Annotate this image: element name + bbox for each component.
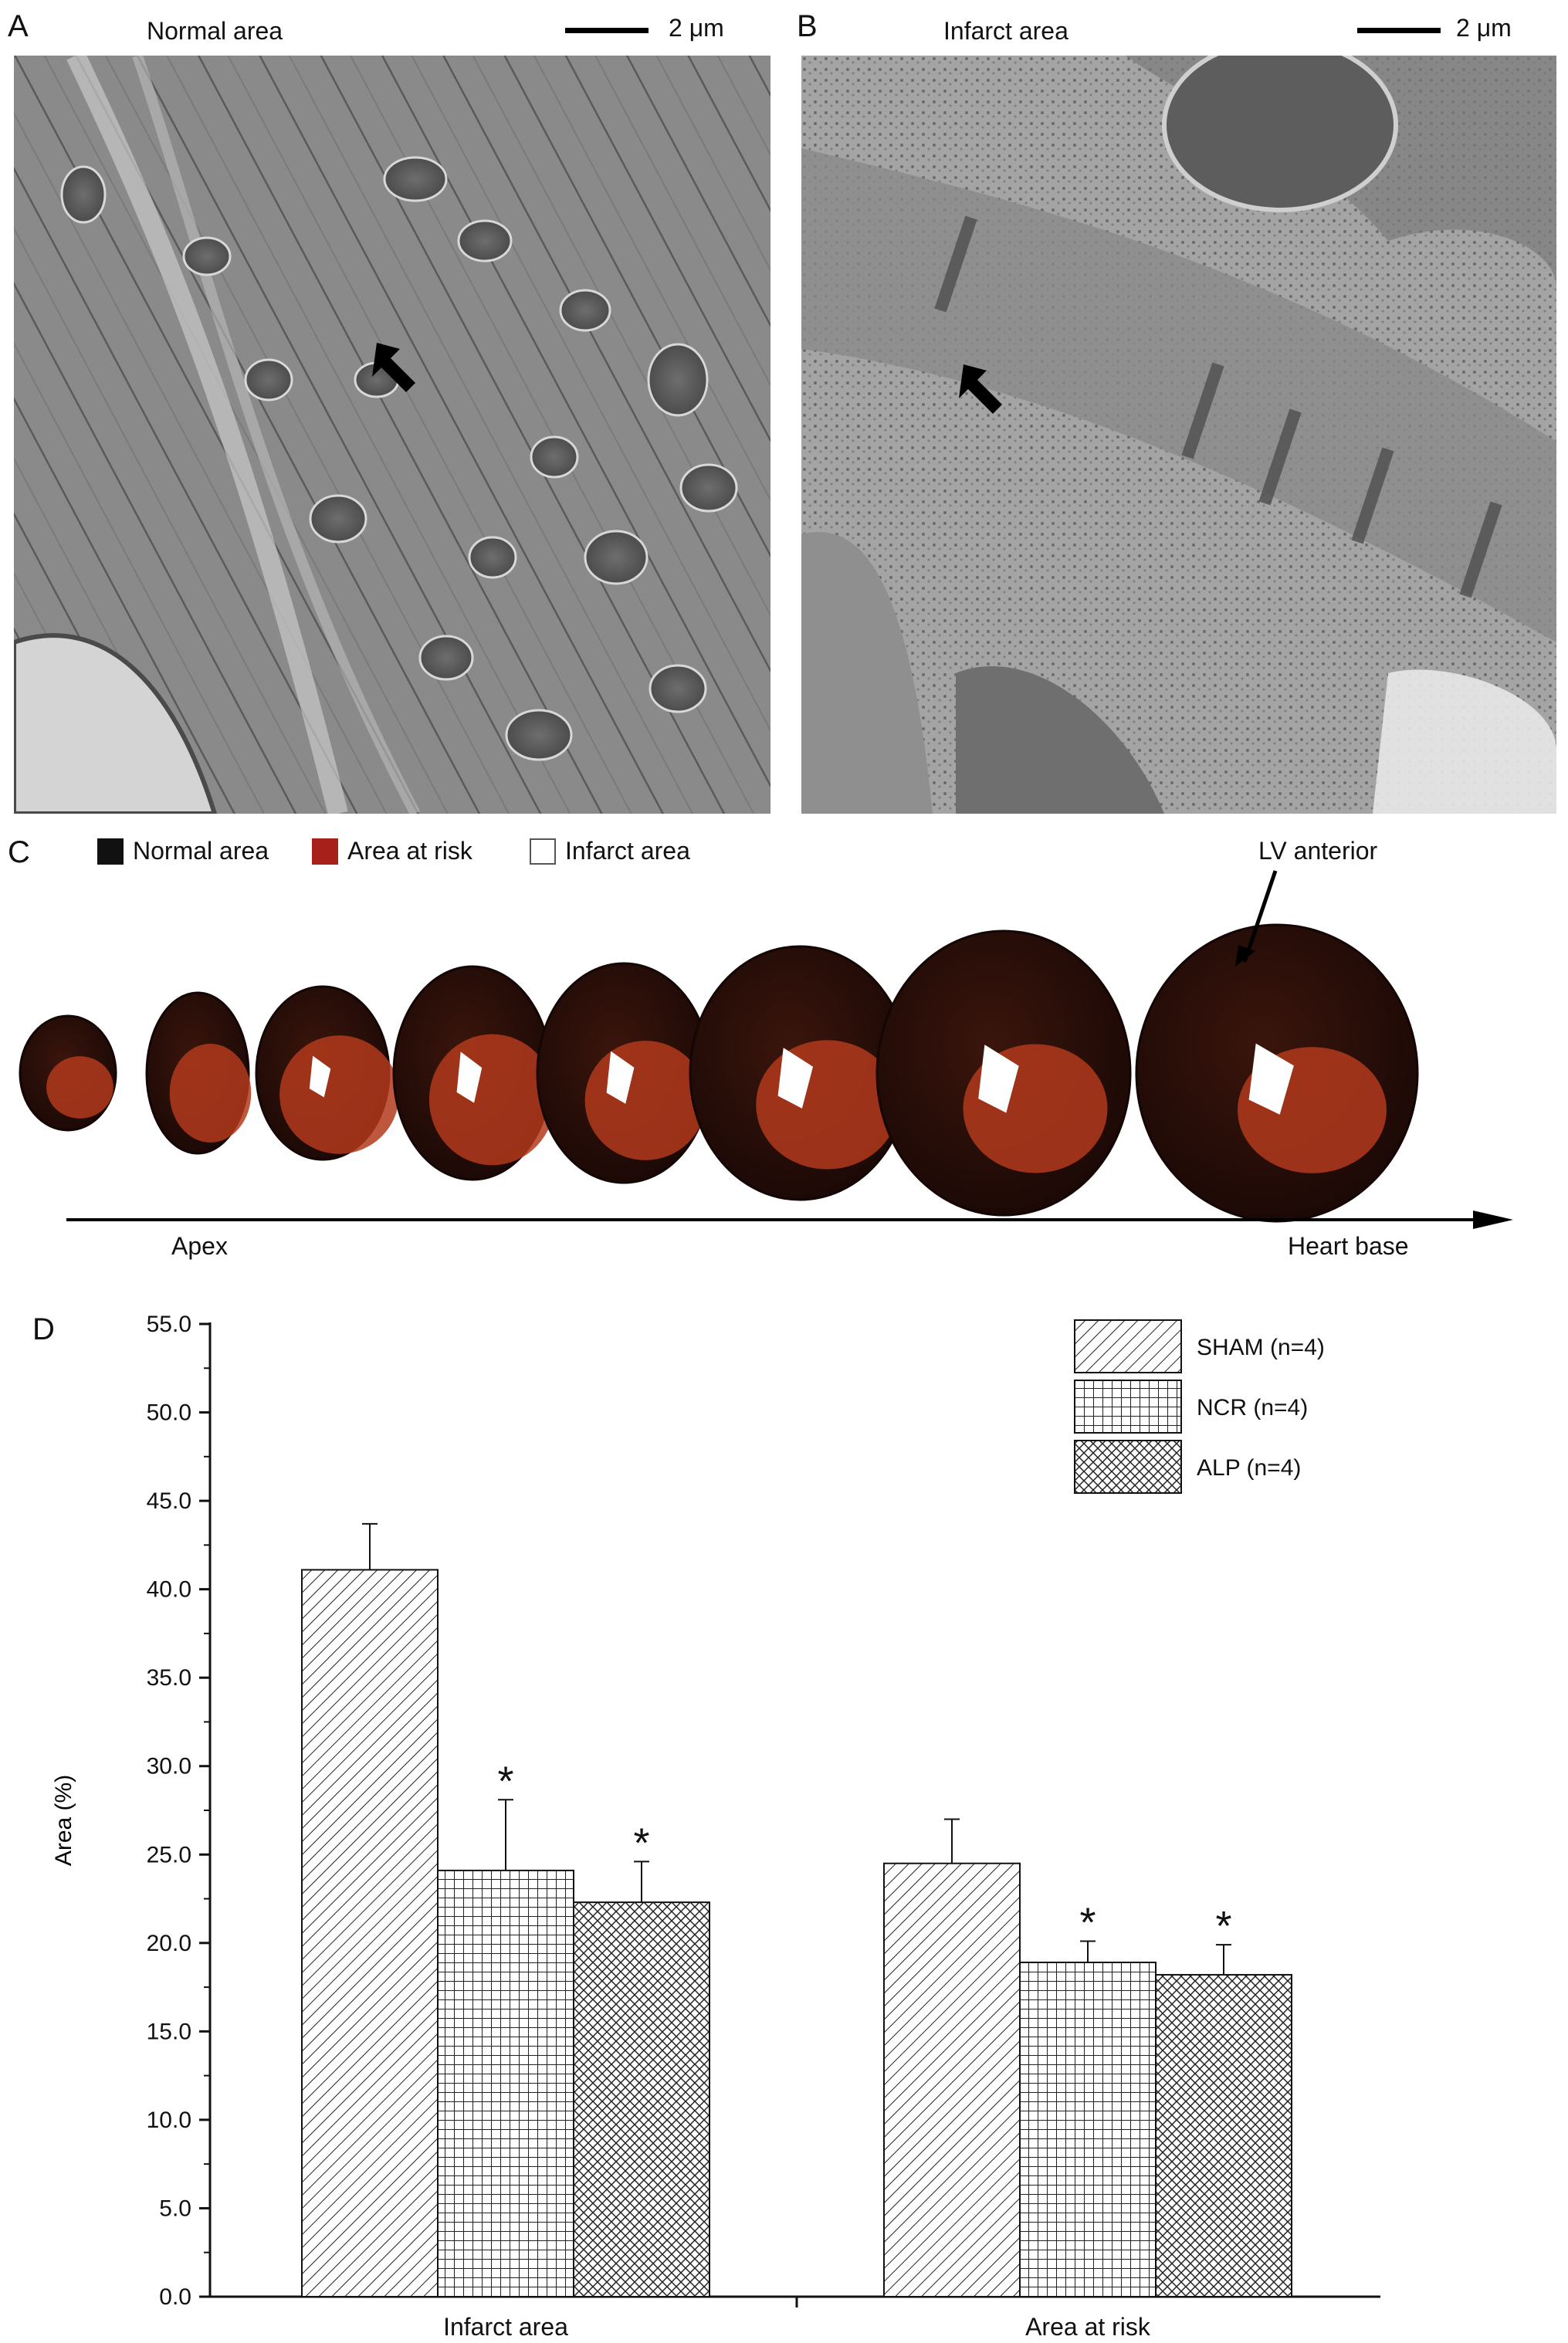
y-tick-label: 20.0: [147, 1931, 191, 1956]
y-tick-label: 40.0: [147, 1577, 191, 1603]
bar-grid: [1019, 1962, 1157, 2297]
heart-slice: [875, 929, 1132, 1217]
infarct-tissue-image: [801, 56, 1556, 814]
panel-c-letter: C: [8, 835, 30, 869]
significance-marker: *: [1215, 1903, 1231, 1949]
y-tick-label: 25.0: [147, 1842, 191, 1867]
lv-anterior-label: LV anterior: [1258, 837, 1378, 865]
infarct-arrow-icon: [959, 364, 1002, 414]
y-tick-label: 15.0: [147, 2019, 191, 2044]
panel-a-scale-label: 2 μm: [669, 14, 724, 42]
legend-label: NCR (n=4): [1197, 1395, 1308, 1420]
heart-slice: [19, 1014, 117, 1132]
heart-slice: [392, 965, 556, 1181]
legend-swatch-infarct: [530, 838, 556, 865]
bar-chart-svg: 0.0 5.0 10.0 15.0 20.0 25.0 30.0 35.0 40.0 45.0 50…: [51, 1312, 1380, 2341]
bar-diagonal: [883, 1862, 1021, 2297]
legend-label-infarct: Infarct area: [565, 837, 690, 865]
heart-slice: [1135, 923, 1419, 1223]
legend-swatch-normal: [97, 838, 124, 865]
panel-b-letter: B: [797, 9, 818, 43]
bar-crosshatch: [1155, 1974, 1292, 2298]
bar-diagonal: [301, 1569, 439, 2298]
x-tick-label: Infarct area: [443, 2313, 568, 2341]
y-tick-label: 10.0: [147, 2108, 191, 2133]
legend-swatch-risk: [312, 838, 338, 865]
legend-swatch-diagonal: [1074, 1319, 1182, 1373]
panel-d-letter: D: [32, 1312, 55, 1346]
heart-slices-figure: [19, 870, 1513, 1229]
legend-swatch-grid: [1074, 1380, 1182, 1434]
y-axis-label: Area (%): [51, 1775, 76, 1866]
y-tick-label: 45.0: [147, 1488, 191, 1514]
heart-slice: [536, 962, 712, 1184]
y-tick-label: 55.0: [147, 1312, 191, 1337]
heart-base-label: Heart base: [1288, 1232, 1409, 1260]
panel-a-scale-bar: [565, 28, 649, 33]
bars: * * * *: [301, 1522, 1292, 2298]
bar-grid: [437, 1869, 574, 2297]
y-tick-label: 50.0: [147, 1400, 191, 1426]
significance-marker: *: [633, 1820, 649, 1866]
bar-chart: 0.0 5.0 10.0 15.0 20.0 25.0 30.0 35.0 40.0 45.0 50…: [0, 1305, 1568, 2343]
heart-slice: [145, 991, 252, 1155]
lv-anterior-arrow-icon: [1242, 870, 1278, 963]
y-tick-label: 35.0: [147, 1665, 191, 1691]
legend-label: SHAM (n=4): [1197, 1335, 1325, 1360]
heart-slice: [689, 945, 911, 1201]
bar-crosshatch: [573, 1901, 710, 2297]
normal-arrow-icon: [372, 343, 415, 392]
heart-slice: [255, 985, 399, 1161]
significance-marker: *: [497, 1758, 513, 1804]
legend-label-risk: Area at risk: [347, 837, 472, 865]
y-axis: 0.0 5.0 10.0 15.0 20.0 25.0 30.0 35.0 40.0 45.0 50…: [147, 1312, 212, 2310]
y-tick-label: 30.0: [147, 1754, 191, 1779]
chart-legend: SHAM (n=4) NCR (n=4) ALP (n=4): [1074, 1319, 1325, 1494]
panel-b-scale-label: 2 μm: [1456, 14, 1512, 42]
y-tick-label: 5.0: [159, 2196, 191, 2221]
normal-tissue-image: [14, 56, 770, 814]
heart-slices: [19, 923, 1419, 1223]
panel-a-letter: A: [8, 9, 29, 43]
apex-label: Apex: [171, 1232, 228, 1260]
x-axis: Infarct area Area at risk: [210, 2295, 1380, 2341]
y-tick-label: 0.0: [159, 2284, 191, 2310]
panel-b-micrograph: [801, 56, 1556, 814]
significance-marker: *: [1079, 1900, 1096, 1946]
panel-b-title: Infarct area: [943, 17, 1068, 45]
x-tick-label: Area at risk: [1025, 2313, 1151, 2341]
panel-a-title: Normal area: [147, 17, 283, 45]
axis-arrowhead-icon: [1473, 1210, 1513, 1229]
panel-b-scale-bar: [1357, 28, 1441, 33]
legend-label-normal: Normal area: [133, 837, 269, 865]
legend-swatch-crosshatch: [1074, 1440, 1182, 1494]
panel-a-micrograph: [14, 56, 770, 814]
legend-label: ALP (n=4): [1197, 1455, 1301, 1481]
